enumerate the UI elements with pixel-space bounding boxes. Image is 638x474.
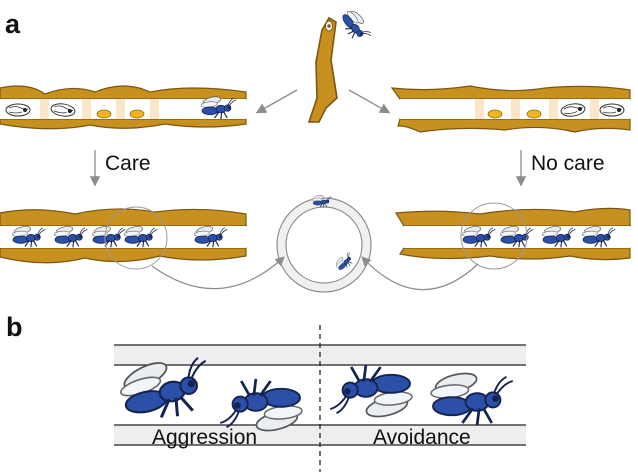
avoidance-label: Avoidance <box>373 426 471 449</box>
care-label: Care <box>105 152 151 175</box>
arrow-to-right-nest <box>348 89 391 114</box>
avoidance-wasps <box>328 363 515 427</box>
panel-label-a: a <box>5 9 21 39</box>
wasp-stem-top <box>307 5 375 123</box>
arrow-left-to-arena <box>151 256 285 290</box>
no-care-label: No care <box>531 152 605 175</box>
behaviour-tube <box>114 325 526 472</box>
nest-left-lower <box>0 206 247 270</box>
nest-right-upper <box>390 85 631 133</box>
zoom-circle-left <box>104 206 168 270</box>
arrow-right-to-arena <box>361 256 479 291</box>
nest-left-upper <box>0 85 247 130</box>
nest-right-lower <box>394 202 631 270</box>
zoom-circle-right <box>460 202 528 270</box>
panel-label-b: b <box>6 312 23 342</box>
ring-arena <box>276 194 372 293</box>
aggression-label: Aggression <box>152 426 257 449</box>
arrow-to-left-nest <box>255 89 298 114</box>
